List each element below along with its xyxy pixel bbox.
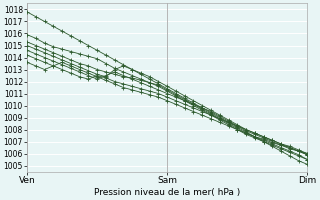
X-axis label: Pression niveau de la mer( hPa ): Pression niveau de la mer( hPa ) (94, 188, 240, 197)
